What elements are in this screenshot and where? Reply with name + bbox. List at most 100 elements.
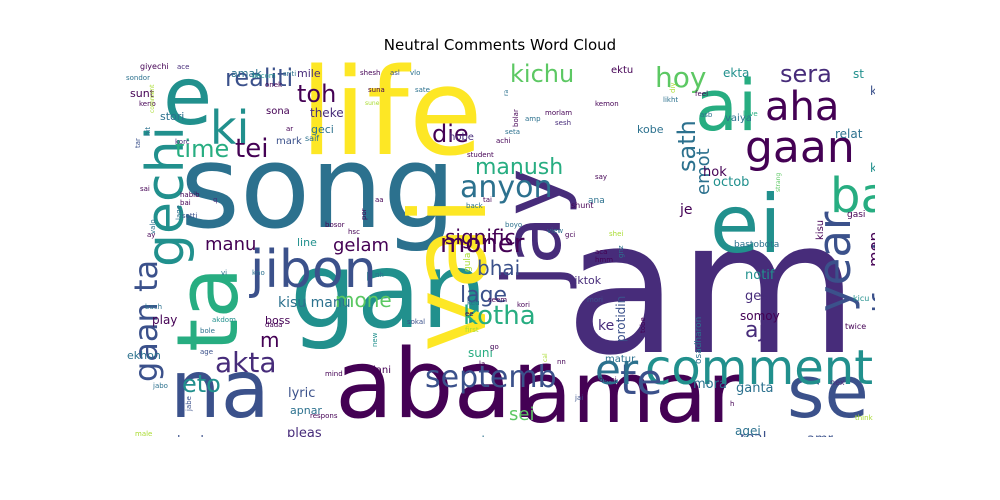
word-achi: achi (496, 137, 511, 145)
word-pleas: pleas (287, 426, 322, 437)
word-kno: kno (252, 269, 265, 277)
word-gechi: gechi (136, 126, 196, 267)
word-play: play (152, 313, 177, 327)
word-ra: ra (503, 90, 510, 96)
word-line: line (297, 236, 317, 249)
word-ei: ei (710, 178, 781, 271)
word-ki: ki (210, 101, 249, 155)
word-bole: bole (200, 327, 215, 335)
word-kobe: kobe (637, 123, 664, 136)
word-sunbo: sunbo (460, 434, 496, 437)
word-sunt: sunt (130, 87, 155, 100)
word-ganta: ganta (736, 381, 774, 396)
word-gula: gula (463, 253, 473, 272)
word-keno: keno (139, 100, 156, 108)
word-view: view (547, 227, 563, 235)
word-bach: bach (145, 303, 162, 311)
word-mori: mori (587, 296, 603, 304)
word-mark: mark (276, 136, 302, 147)
word-giyechi: giyechi (140, 62, 169, 71)
word-sath: sath (673, 120, 701, 172)
word-becom: becom (252, 72, 276, 80)
word-ace: ace (177, 63, 189, 71)
word-ami: ami (565, 180, 875, 396)
word-hoy: hoy (655, 62, 706, 94)
word-sona: sona (266, 106, 290, 117)
word-ekhon: ekhon (127, 349, 161, 362)
word-sei: sei (509, 404, 534, 425)
word-emot: emot (693, 148, 714, 195)
word-kisu: kisu (815, 220, 826, 240)
word-gesi: gesi (745, 289, 772, 304)
word-lage: lage (460, 283, 507, 308)
word-think: think (855, 414, 874, 422)
word-kichu: kichu (510, 62, 574, 88)
word-seem: seem (488, 296, 507, 304)
word-sokal: sokal (407, 318, 425, 326)
word-male: male (135, 430, 152, 437)
word-vai: vai (388, 196, 510, 352)
word-aj: aj (745, 318, 765, 343)
word-sesh: sesh (555, 119, 571, 127)
word-asl: asl (390, 69, 400, 77)
word-tiktok: tiktok (570, 274, 602, 287)
word-m: m (260, 328, 279, 352)
word-strang: strang (775, 173, 782, 192)
word-e: e (163, 62, 212, 143)
word-keu: keu (467, 299, 480, 307)
word-jay: jay (486, 168, 579, 289)
word-habib: habib (180, 191, 200, 199)
word-kicu: kicu (853, 294, 869, 303)
word-agei: agei (735, 424, 761, 437)
word-year: year (808, 211, 861, 312)
word-mani: mani (255, 436, 285, 437)
word-shunt: shunt (571, 201, 594, 210)
word-vi: vi (221, 269, 227, 277)
word-boroi: boroi (599, 376, 617, 384)
word-say: say (595, 173, 607, 181)
word-q: q (213, 196, 217, 204)
word-life: life (300, 62, 483, 183)
word-song: song (180, 121, 456, 255)
word-feel: feel (695, 90, 708, 98)
word-time: time (175, 135, 229, 163)
word-por: por (360, 208, 368, 220)
word-vaiya: vaiya (725, 113, 752, 124)
word-hit: hit (144, 127, 152, 136)
word-protidin: protidin (614, 296, 628, 342)
word-shesh: shesh (360, 69, 380, 77)
word-tei: tei (235, 134, 268, 164)
word-comment: comment (645, 340, 873, 396)
word-ai: ai (695, 65, 757, 147)
word-asb: asb (700, 111, 713, 119)
word-real: real (740, 430, 767, 437)
word-matur: matur (605, 354, 636, 365)
word-ekta: ekta (723, 66, 749, 80)
word-anyon: anyon (460, 170, 553, 205)
word-age: age (200, 348, 213, 356)
word-morlam: morlam (545, 109, 572, 117)
word-theke: theke (310, 106, 344, 120)
word-octob: octob (713, 175, 749, 190)
word-osadharon: osadharon (694, 317, 704, 364)
word-sai: sai (140, 185, 150, 193)
word-septemb: septemb (425, 360, 557, 395)
word-bosor: bosor (325, 221, 345, 229)
word-gelam: gelam (333, 235, 389, 256)
word-saif-zohan: saif zohan (868, 194, 875, 347)
word-signific: signific (445, 225, 516, 249)
word-nh: nh (375, 271, 384, 279)
word-aha: aha (765, 84, 839, 130)
word-amr: amr (807, 432, 834, 437)
word-cal: cal (542, 353, 549, 362)
word-hok: hok (703, 165, 727, 180)
word-bolar: bolar (512, 109, 520, 127)
word-mora: mora (693, 377, 727, 392)
word-stori: stori (160, 110, 184, 123)
word-mile: mile (297, 67, 321, 80)
word-ta: ta (159, 267, 258, 352)
word-apnar: apnar (290, 404, 322, 417)
word-jabo: jabo (152, 382, 168, 390)
word-h: h (730, 400, 734, 408)
word-karon: karon (870, 84, 875, 98)
